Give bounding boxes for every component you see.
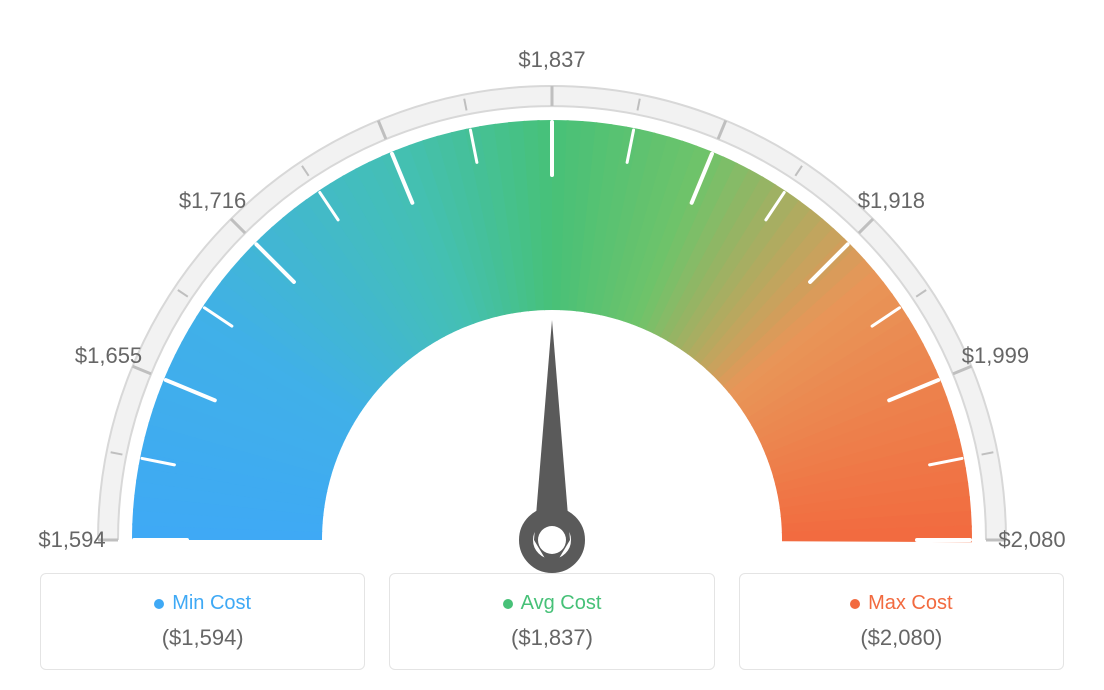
avg-cost-title: Avg Cost: [503, 592, 602, 615]
gauge-area: $1,594 $1,655 $1,716 $1,837 $1,918 $1,999 $2,0…: [0, 0, 1104, 560]
max-cost-title: Max Cost: [850, 592, 952, 615]
gauge-tick-label: $2,080: [998, 527, 1065, 553]
min-cost-value: ($1,594): [162, 625, 244, 651]
avg-cost-label: Avg Cost: [521, 592, 602, 615]
min-dot-icon: [154, 599, 164, 609]
max-cost-value: ($2,080): [860, 625, 942, 651]
min-cost-card: Min Cost ($1,594): [40, 573, 365, 670]
avg-cost-value: ($1,837): [511, 625, 593, 651]
max-cost-label: Max Cost: [868, 592, 952, 615]
gauge-tick-label: $1,716: [179, 188, 246, 214]
cost-cards-row: Min Cost ($1,594) Avg Cost ($1,837) Max …: [40, 573, 1064, 670]
gauge-chart-container: $1,594 $1,655 $1,716 $1,837 $1,918 $1,999 $2,0…: [0, 0, 1104, 690]
gauge-tick-label: $1,918: [858, 188, 925, 214]
gauge-svg: [22, 20, 1082, 580]
avg-dot-icon: [503, 599, 513, 609]
avg-cost-card: Avg Cost ($1,837): [389, 573, 714, 670]
gauge-tick-label: $1,594: [38, 527, 105, 553]
max-cost-card: Max Cost ($2,080): [739, 573, 1064, 670]
gauge-tick-label: $1,999: [962, 343, 1029, 369]
min-cost-label: Min Cost: [172, 592, 251, 615]
gauge-tick-label: $1,655: [75, 343, 142, 369]
min-cost-title: Min Cost: [154, 592, 251, 615]
gauge-tick-label: $1,837: [518, 47, 585, 73]
max-dot-icon: [850, 599, 860, 609]
